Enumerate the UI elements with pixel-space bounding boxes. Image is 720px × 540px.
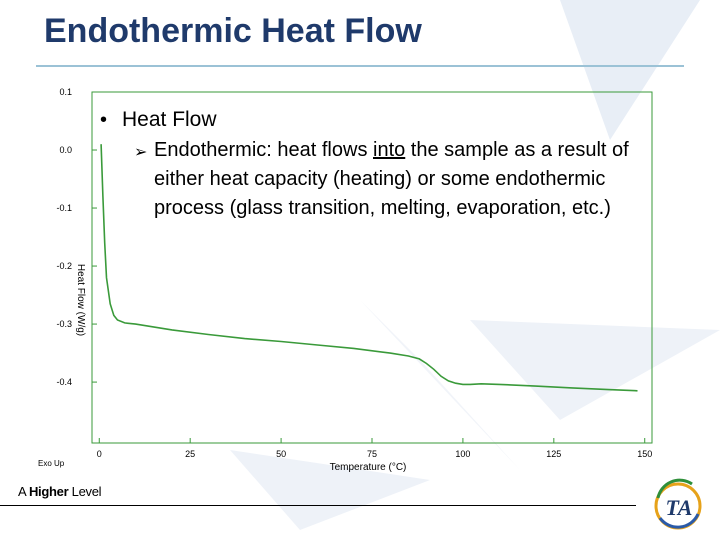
x-tick-label: 150 [637,449,652,459]
footer-brand: A Higher Level [18,484,102,499]
bullet-endothermic-post: the sample as a result of either heat ca… [154,139,629,219]
bullet-heat-flow-text: Heat Flow [122,108,217,131]
x-tick-label: 100 [455,449,470,459]
y-axis-label: Heat Flow (W/g) [75,264,86,336]
brand-pre: A [18,484,29,499]
brand-post: Level [68,484,102,499]
bullet-endothermic-text: Endothermic: heat flows into the sample … [154,136,640,223]
arrow-bullet-icon: ➢ [134,144,148,161]
bullet-heat-flow: • Heat Flow [100,108,640,132]
bullet-endothermic-pre: Endothermic: heat flows [154,139,373,161]
x-tick-label: 0 [97,449,102,459]
y-tick-label: -0.1 [56,203,72,213]
ta-logo-icon: TA [654,478,702,530]
x-tick-label: 75 [367,449,377,459]
y-tick-label: -0.4 [56,377,72,387]
bullet-endothermic-emphasis: into [373,139,406,161]
exo-up-label: Exo Up [38,459,65,468]
bullet-endothermic: ➢ Endothermic: heat flows into the sampl… [134,136,640,223]
x-tick-label: 25 [185,449,195,459]
x-axis-label: Temperature (°C) [330,462,407,473]
x-tick-label: 50 [276,449,286,459]
y-tick-label: 0.0 [59,145,72,155]
title-divider [36,65,684,67]
heat-flow-curve [100,144,638,392]
x-tick-label: 125 [546,449,561,459]
brand-bold: Higher [28,484,69,499]
slide-title: Endothermic Heat Flow [44,12,422,50]
y-tick-label: 0.1 [59,87,72,97]
logo-text: TA [666,495,693,520]
y-tick-label: -0.3 [56,319,72,329]
y-tick-label: -0.2 [56,261,72,271]
bullet-list: • Heat Flow ➢ Endothermic: heat flows in… [100,108,640,223]
footer-divider [0,505,636,506]
bullet-dot-icon: • [100,109,108,131]
